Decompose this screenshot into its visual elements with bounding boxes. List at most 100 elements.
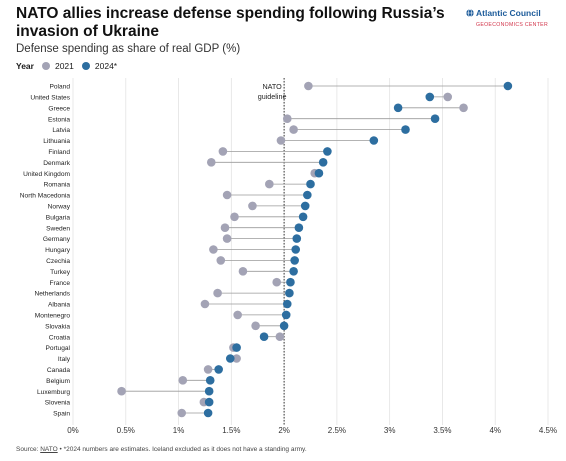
point-2021-croatia (275, 332, 285, 342)
country-label-albania: Albania (48, 302, 70, 309)
legend: Year 2021 2024* (16, 61, 117, 71)
point-2021-finland (218, 147, 228, 156)
point-2024-montenegro (281, 310, 291, 320)
point-2021-denmark (206, 158, 216, 167)
country-label-montenegro: Montenegro (35, 313, 71, 320)
country-label-poland: Poland (49, 84, 70, 91)
point-2024-bulgaria (298, 212, 308, 222)
source-text: • *2024 numbers are estimates. Iceland e… (57, 446, 307, 453)
country-label-lithuania: Lithuania (43, 138, 70, 145)
point-2021-lithuania (276, 136, 286, 145)
country-label-united-kingdom: United Kingdom (23, 171, 70, 178)
point-2021-poland (304, 81, 313, 91)
country-label-norway: Norway (48, 204, 71, 211)
country-label-hungary: Hungary (45, 247, 71, 254)
point-2021-czechia (216, 256, 226, 265)
point-2024-canada (214, 365, 223, 374)
point-2024-italy (225, 354, 235, 363)
point-2021-luxemburg (117, 386, 126, 396)
legend-swatch-2021 (41, 62, 50, 70)
point-2024-poland (503, 81, 513, 91)
country-label-romania: Romania (44, 182, 71, 189)
x-tick-label: 2.5% (328, 426, 346, 435)
source-link[interactable]: NATO (40, 446, 58, 453)
point-2021-slovakia (251, 321, 260, 331)
point-2021-greece (459, 103, 468, 113)
legend-swatch-2024 (81, 62, 90, 70)
chart-title: NATO allies increase defense spending fo… (16, 5, 445, 40)
point-2024-spain (203, 408, 213, 418)
country-label-portugal: Portugal (45, 345, 70, 352)
point-2024-sweden (294, 223, 304, 232)
point-2024-germany (292, 234, 302, 243)
point-2024-slovenia (204, 397, 214, 407)
point-2024-united-states (425, 92, 435, 102)
point-2024-belgium (205, 376, 215, 385)
point-2021-italy (232, 354, 241, 363)
point-2024-latvia (401, 125, 410, 134)
country-label-czechia: Czechia (46, 258, 70, 265)
country-label-north-macedonia: North Macedonia (20, 193, 71, 200)
country-label-finland: Finland (48, 149, 70, 156)
point-2024-united-kingdom (314, 168, 324, 178)
point-2024-france (286, 277, 295, 287)
point-2024-hungary (291, 245, 301, 254)
point-2024-finland (323, 147, 332, 156)
x-tick-label: 1.5% (222, 426, 240, 435)
point-2021-romania (265, 179, 274, 189)
point-2021-albania (200, 299, 210, 309)
country-label-croatia: Croatia (49, 334, 71, 341)
point-2021-hungary (209, 245, 218, 254)
point-2021-canada (203, 365, 213, 374)
point-2021-france (272, 277, 282, 287)
country-label-netherlands: Netherlands (34, 291, 70, 298)
point-2024-turkey (289, 267, 298, 276)
x-tick-label: 0.5% (117, 426, 135, 435)
point-2024-netherlands (285, 288, 294, 298)
point-2021-netherlands (213, 288, 222, 298)
point-2021-bulgaria (230, 212, 239, 222)
legend-title: Year (16, 61, 34, 71)
point-2021-spain (177, 408, 187, 418)
source-note: Source: NATO • *2024 numbers are estimat… (16, 446, 307, 453)
point-2024-portugal (232, 343, 241, 352)
country-label-luxemburg: Luxemburg (37, 389, 70, 396)
country-label-canada: Canada (47, 367, 70, 374)
point-2024-czechia (290, 256, 299, 265)
x-tick-label: 2% (278, 426, 290, 435)
point-2024-lithuania (369, 136, 379, 145)
country-label-denmark: Denmark (43, 160, 70, 167)
country-label-slovenia: Slovenia (45, 400, 71, 407)
point-2021-turkey (238, 267, 248, 276)
point-2021-belgium (178, 376, 188, 385)
country-label-bulgaria: Bulgaria (46, 214, 71, 221)
point-2024-slovakia (279, 321, 289, 331)
point-2024-romania (306, 179, 315, 189)
point-2024-greece (393, 103, 403, 113)
country-label-slovakia: Slovakia (45, 323, 70, 330)
point-2024-north-macedonia (303, 190, 312, 200)
x-tick-label: 3.5% (433, 426, 451, 435)
point-2021-montenegro (233, 310, 242, 320)
point-2024-norway (300, 201, 310, 211)
country-label-sweden: Sweden (46, 225, 70, 232)
country-label-spain: Spain (53, 411, 70, 418)
x-tick-label: 1% (173, 426, 185, 435)
point-2024-albania (282, 299, 292, 309)
point-2021-latvia (289, 125, 298, 134)
legend-label-2024: 2024* (94, 61, 118, 71)
point-2024-croatia (259, 332, 269, 342)
country-label-united-states: United States (30, 95, 70, 102)
point-2024-luxemburg (204, 386, 214, 396)
point-2021-estonia (282, 114, 292, 123)
point-2021-north-macedonia (222, 190, 232, 200)
legend-label-2021: 2021 (54, 61, 74, 71)
country-label-latvia: Latvia (52, 127, 70, 134)
globe-icon (466, 9, 474, 17)
x-tick-label: 3% (384, 426, 396, 435)
x-tick-label: 4% (489, 426, 501, 435)
chart-subtitle: Defense spending as share of real GDP (%… (16, 43, 241, 55)
point-2021-united-states (443, 92, 453, 102)
source-prefix: Source: (16, 446, 41, 453)
point-2021-norway (248, 201, 257, 211)
